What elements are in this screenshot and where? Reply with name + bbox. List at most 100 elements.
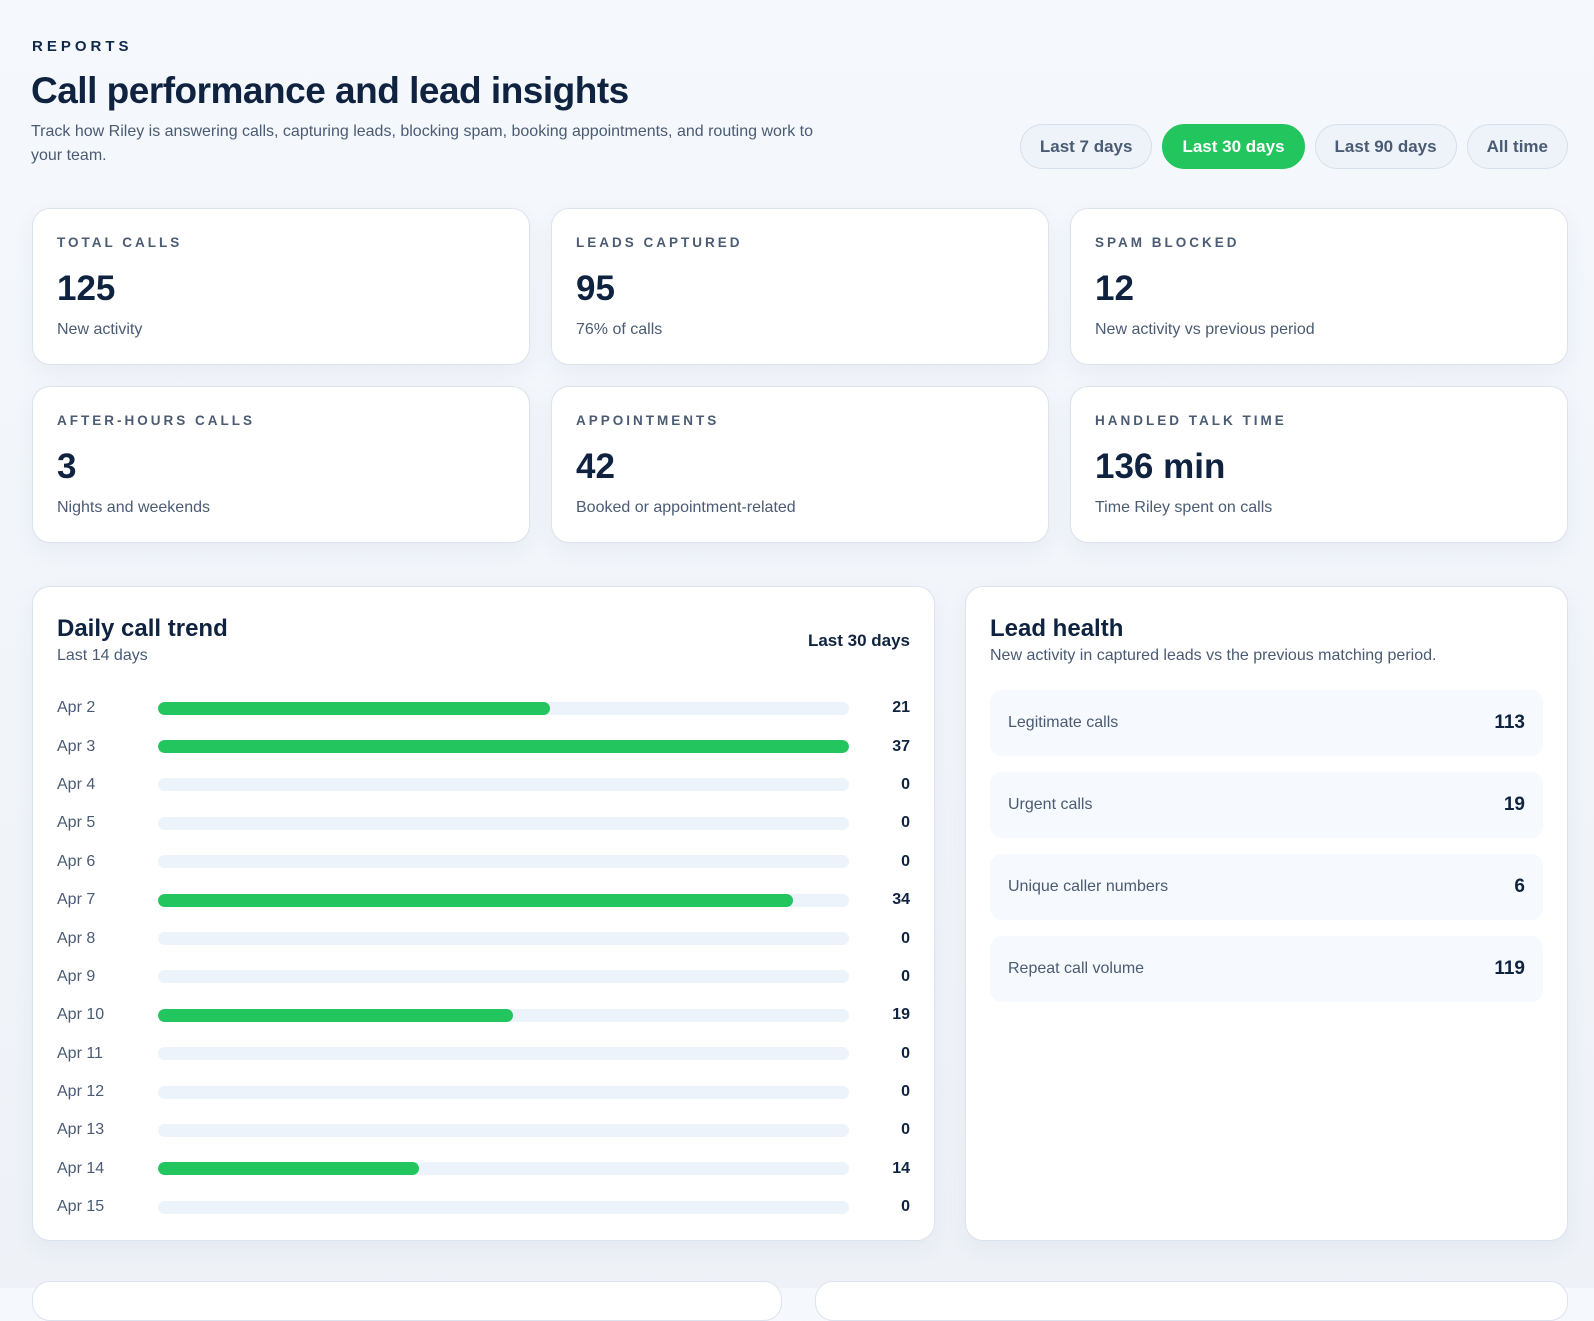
metric-value: 19	[1503, 794, 1525, 815]
metric-label: Repeat call volume	[1008, 960, 1145, 977]
bar-fill	[158, 740, 849, 754]
panel-subtitle: New activity in captured leads vs the pr…	[990, 647, 1437, 664]
bar-value: 14	[892, 1159, 910, 1177]
eyebrow: REPORTS	[32, 38, 133, 55]
bar-label: Apr 13	[57, 1121, 105, 1139]
panel-title: Daily call trend	[57, 615, 228, 642]
bar-value: 34	[892, 891, 910, 909]
bar-value: 0	[901, 1121, 910, 1139]
bar-track	[158, 1123, 849, 1137]
bar-row: Apr 10 19	[57, 996, 910, 1034]
bar-track	[158, 701, 849, 715]
panel-subtitle: Last 14 days	[57, 647, 148, 664]
bar-value: 0	[901, 1044, 910, 1062]
bar-row: Apr 15 0	[57, 1188, 910, 1226]
bar-label: Apr 4	[57, 775, 96, 793]
stat-label: APPOINTMENTS	[576, 413, 720, 428]
stat-label: SPAM BLOCKED	[1095, 235, 1240, 250]
daily-call-trend-panel: Daily call trend Last 14 days Last 30 da…	[32, 586, 935, 1241]
metric-label: Urgent calls	[1008, 796, 1093, 813]
bar-track	[158, 893, 849, 907]
panel-title: Lead health	[990, 615, 1124, 642]
stat-label: TOTAL CALLS	[57, 235, 183, 250]
bar-row: Apr 4 0	[57, 766, 910, 804]
bar-label: Apr 12	[57, 1083, 105, 1101]
lead-metric: Repeat call volume 119	[990, 936, 1543, 1002]
metric-value: 119	[1494, 958, 1525, 979]
bar-value: 0	[901, 1083, 910, 1101]
bar-fill	[158, 1162, 420, 1176]
stat-note: Time Riley spent on calls	[1095, 499, 1273, 516]
next-panel-left	[32, 1281, 782, 1321]
bar-value: 0	[901, 852, 910, 870]
range-button-last-30-days[interactable]: Last 30 days	[1162, 124, 1305, 169]
bar-value: 0	[901, 775, 910, 793]
bar-value: 19	[892, 1006, 910, 1024]
bar-row: Apr 3 37	[57, 727, 910, 765]
stat-value: 3	[57, 447, 77, 486]
bar-track	[158, 970, 849, 984]
bar-label: Apr 15	[57, 1198, 105, 1216]
date-range-filter: Last 7 days Last 30 days Last 90 days All t…	[1019, 124, 1568, 169]
stat-value: 136 min	[1095, 447, 1226, 486]
bar-label: Apr 14	[57, 1159, 105, 1177]
bar-row: Apr 6 0	[57, 843, 910, 881]
stat-label: LEADS CAPTURED	[576, 235, 743, 250]
bar-value: 21	[892, 699, 910, 717]
lead-metrics: Legitimate calls 113 Urgent calls 19 Unique …	[990, 690, 1543, 1002]
bar-value: 0	[901, 929, 910, 947]
lead-metric: Unique caller numbers 6	[990, 854, 1543, 920]
lead-metric: Urgent calls 19	[990, 772, 1543, 838]
panel-range-label: Last 30 days	[807, 631, 910, 650]
bar-fill	[158, 893, 793, 907]
bar-label: Apr 6	[57, 852, 96, 870]
bar-label: Apr 11	[57, 1044, 103, 1062]
stat-note: 76% of calls	[576, 321, 663, 338]
stat-label: HANDLED TALK TIME	[1095, 413, 1287, 428]
bar-label: Apr 10	[57, 1006, 105, 1024]
bar-track	[158, 1047, 849, 1061]
stat-value: 125	[57, 269, 116, 308]
page-title: Call performance and lead insights	[31, 70, 629, 111]
stat-card-spam-blocked: SPAM BLOCKED 12 New activity vs previous p…	[1070, 208, 1568, 365]
lead-health-panel: Lead health New activity in captured lea…	[965, 586, 1568, 1241]
stat-card-after-hours-calls: AFTER-HOURS CALLS 3 Nights and weekends	[32, 386, 530, 543]
bar-track	[158, 740, 849, 754]
range-button-all-time[interactable]: All time	[1466, 124, 1568, 169]
bar-track	[158, 778, 849, 792]
bar-chart: Apr 2 21 Apr 3 37 Apr 4 0 Apr 5 0 Apr 6 0 Apr 7 34 A…	[57, 689, 910, 1226]
stat-card-total-calls: TOTAL CALLS 125 New activity	[32, 208, 530, 365]
metric-value: 6	[1514, 876, 1525, 897]
bar-value: 37	[892, 737, 910, 755]
bar-value: 0	[901, 814, 910, 832]
bar-label: Apr 2	[57, 699, 96, 717]
page-subtitle: Track how Riley is answering calls, capt…	[31, 123, 814, 164]
stat-card-leads-captured: LEADS CAPTURED 95 76% of calls	[551, 208, 1049, 365]
stat-card-appointments: APPOINTMENTS 42 Booked or appointment-rela…	[551, 386, 1049, 543]
bar-row: Apr 8 0	[57, 919, 910, 957]
bar-value: 0	[901, 1198, 910, 1216]
stat-value: 95	[576, 269, 615, 308]
bar-value: 0	[901, 967, 910, 985]
bar-track	[158, 816, 849, 830]
bar-row: Apr 13 0	[57, 1111, 910, 1149]
bar-row: Apr 11 0	[57, 1035, 910, 1073]
bar-row: Apr 14 14	[57, 1150, 910, 1188]
bar-track	[158, 1200, 849, 1214]
lead-metric: Legitimate calls 113	[990, 690, 1543, 756]
metric-label: Unique caller numbers	[1008, 878, 1169, 895]
next-panel-right	[815, 1281, 1568, 1321]
stat-value: 42	[576, 447, 615, 486]
metric-label: Legitimate calls	[1008, 714, 1119, 731]
bar-label: Apr 8	[57, 929, 96, 947]
stat-card-handled-talk-time: HANDLED TALK TIME 136 min Time Riley spent…	[1070, 386, 1568, 543]
bar-label: Apr 7	[57, 891, 96, 909]
bar-row: Apr 7 34	[57, 881, 910, 919]
range-button-last-90-days[interactable]: Last 90 days	[1314, 124, 1457, 169]
bar-fill	[158, 1008, 513, 1022]
bar-track	[158, 1162, 849, 1176]
bar-track	[158, 1085, 849, 1099]
range-button-last-7-days[interactable]: Last 7 days	[1019, 124, 1153, 169]
bar-row: Apr 5 0	[57, 804, 910, 842]
stat-label: AFTER-HOURS CALLS	[57, 413, 255, 428]
